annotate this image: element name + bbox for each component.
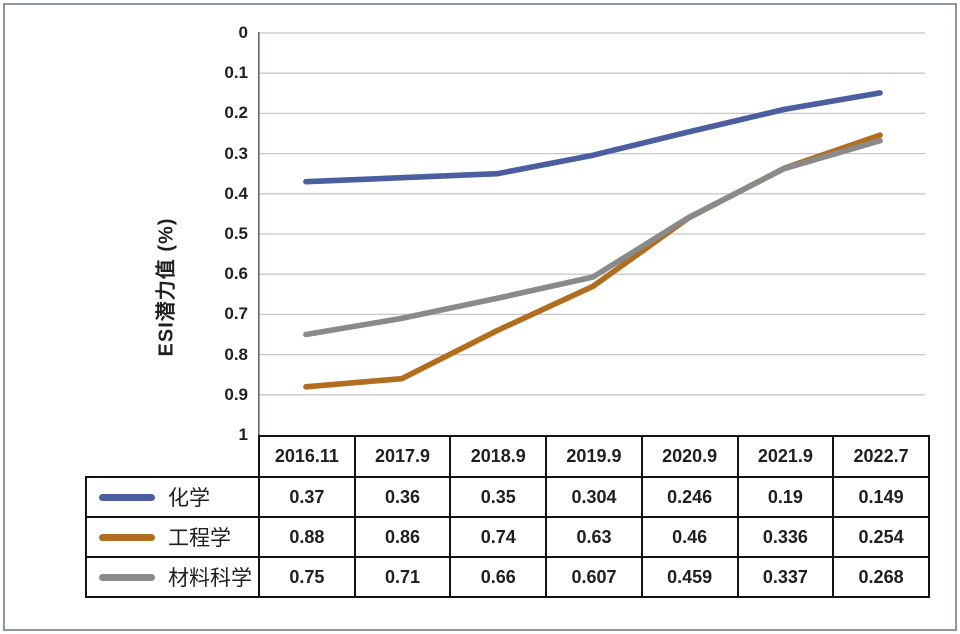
y-axis-title: ESI潜力值 (%) <box>155 217 178 357</box>
legend-cell-工程学: 工程学 <box>85 516 260 558</box>
series-line-工程学 <box>303 132 883 390</box>
y-tick-label: 0.6 <box>224 264 248 284</box>
value-cell: 0.35 <box>449 476 548 518</box>
value-cell: 0.46 <box>640 516 739 558</box>
y-tick-label: 0 <box>238 23 248 42</box>
year-header-cell: 2019.9 <box>545 435 643 478</box>
value-cell: 0.36 <box>353 476 452 518</box>
chart-data-table: 2016.11 2017.9 2018.9 2019.9 2020.9 2021.9 202… <box>85 435 930 598</box>
series-line-化学 <box>303 90 883 185</box>
legend-series-label: 工程学 <box>168 527 231 550</box>
y-tick-label: 0.9 <box>224 384 248 404</box>
y-tick-label: 0.5 <box>224 224 248 243</box>
legend-series-label: 化学 <box>168 487 210 510</box>
table-corner-spacer <box>86 436 259 477</box>
year-header-cell: 2018.9 <box>449 435 548 478</box>
series-line-材料科学 <box>303 137 883 338</box>
y-tick-label: 0.1 <box>224 63 248 83</box>
value-cell: 0.88 <box>258 516 356 558</box>
legend-line-swatch <box>99 533 155 541</box>
value-cell: 0.337 <box>736 556 835 598</box>
value-cell: 0.336 <box>736 516 835 558</box>
y-tick-label: 0.8 <box>224 344 248 364</box>
y-tick-label: 1 <box>238 425 248 444</box>
table-row-材料科学: 材料科学 0.75 0.71 0.66 0.607 0.459 0.337 0.268 <box>85 556 930 598</box>
value-cell: 0.268 <box>832 556 930 598</box>
year-header-cell: 2016.11 <box>258 435 356 478</box>
legend-line-swatch <box>99 493 155 501</box>
y-tick-label: 0.4 <box>224 183 248 203</box>
value-cell: 0.607 <box>545 556 643 598</box>
table-header-row: 2016.11 2017.9 2018.9 2019.9 2020.9 2021.9 202… <box>86 435 930 478</box>
value-cell: 0.304 <box>545 476 643 518</box>
value-cell: 0.86 <box>353 516 452 558</box>
y-tick-label: 0.2 <box>224 103 248 123</box>
value-cell: 0.63 <box>545 516 643 558</box>
value-cell: 0.246 <box>640 476 739 518</box>
legend-series-label: 材料科学 <box>168 567 252 590</box>
legend-line-swatch <box>99 573 155 581</box>
value-cell: 0.459 <box>640 556 739 598</box>
value-cell: 0.74 <box>449 516 548 558</box>
year-header-cell: 2017.9 <box>353 435 452 478</box>
year-header-cell: 2022.7 <box>832 435 930 478</box>
y-tick-label: 0.3 <box>224 143 248 163</box>
year-header-cell: 2021.9 <box>736 435 835 478</box>
legend-cell-材料科学: 材料科学 <box>85 556 260 598</box>
value-cell: 0.19 <box>736 476 835 518</box>
value-cell: 0.254 <box>832 516 930 558</box>
year-header-cell: 2020.9 <box>640 435 739 478</box>
y-tick-label: 0.7 <box>224 304 248 324</box>
legend-cell-化学: 化学 <box>85 476 260 518</box>
value-cell: 0.75 <box>258 556 356 598</box>
value-cell: 0.71 <box>353 556 452 598</box>
value-cell: 0.66 <box>449 556 548 598</box>
value-cell: 0.37 <box>258 476 356 518</box>
table-row-工程学: 工程学 0.88 0.86 0.74 0.63 0.46 0.336 0.254 <box>85 516 930 558</box>
value-cell: 0.149 <box>832 476 930 518</box>
table-row-化学: 化学 0.37 0.36 0.35 0.304 0.246 0.19 0.149 <box>85 476 930 518</box>
